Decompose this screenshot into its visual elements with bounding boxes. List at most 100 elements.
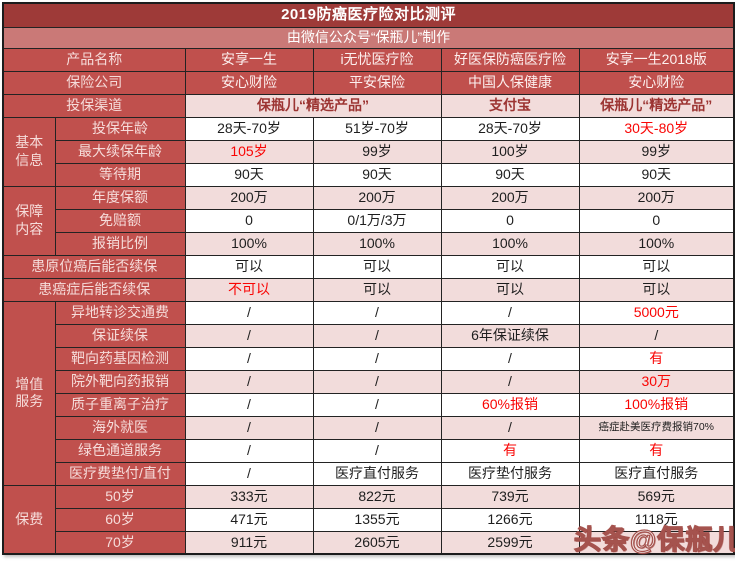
table-row: 报销比例 100% 100% 100% 100% (3, 231, 735, 256)
table-row: 患原位癌后能否续保 可以 可以 可以 可以 (2, 254, 735, 279)
value-cell: 99岁 (312, 139, 442, 164)
value-cell: / (184, 392, 314, 417)
row-label: 质子重离子治疗 (54, 392, 186, 417)
value-cell: 28天-70岁 (440, 116, 580, 141)
table-row: 保险公司 安心财险 平安保险 中国人保健康 安心财险 (2, 70, 735, 95)
value-cell: / (440, 415, 580, 440)
value-cell: / (184, 369, 314, 394)
value-cell: / (184, 415, 314, 440)
table-row: 保费 50岁 333元 822元 739元 569元 (2, 484, 735, 555)
value-cell: / (312, 392, 442, 417)
value-cell: 1355元 (312, 507, 442, 532)
value-cell: 100% (312, 231, 442, 256)
page-subtitle: 由微信公众号“保瓶儿”制作 (2, 26, 735, 49)
table-row: 保障内容 年度保额 200万 200万 200万 200万 (2, 185, 735, 256)
value-cell: 911元 (184, 530, 314, 555)
value-cell: 可以 (312, 254, 442, 279)
row-label-product-name: 产品名称 (2, 47, 186, 72)
value-cell: / (184, 323, 314, 348)
company-name: 平安保险 (312, 70, 442, 95)
value-cell-highlight: 60%报销 (440, 392, 580, 417)
product-name: i无忧医疗险 (312, 47, 442, 72)
value-cell: 0 (578, 208, 735, 233)
value-cell: / (184, 346, 314, 371)
value-cell: 200万 (578, 185, 735, 210)
table-row: 靶向药基因检测 / / / 有 (3, 346, 735, 371)
group-label-value-added-services: 增值服务 (2, 300, 56, 486)
table-row: 质子重离子治疗 / / 60%报销 100%报销 (3, 392, 735, 417)
row-label-company: 保险公司 (2, 70, 186, 95)
value-cell-highlight: 100%报销 (578, 392, 735, 417)
row-label: 年度保额 (54, 185, 186, 210)
table-row: 免赔额 0 0/1万/3万 0 0 (3, 208, 735, 233)
row-label: 报销比例 (54, 231, 186, 256)
value-cell: / (312, 323, 442, 348)
value-cell: / (312, 438, 442, 463)
value-cell: 2605元 (312, 530, 442, 555)
value-cell: / (184, 438, 314, 463)
value-cell: 100% (578, 231, 735, 256)
company-name: 中国人保健康 (440, 70, 580, 95)
row-label: 70岁 (54, 530, 186, 555)
value-cell: / (578, 323, 735, 348)
value-cell: 200万 (312, 185, 442, 210)
value-cell: 医疗垫付服务 (440, 461, 580, 486)
table-row: 由微信公众号“保瓶儿”制作 (2, 26, 735, 49)
value-cell: 569元 (578, 484, 735, 509)
value-cell: 1266元 (440, 507, 580, 532)
value-cell: / (184, 461, 314, 486)
table-row: 基本信息 投保年龄 28天-70岁 51岁-70岁 28天-70岁 30天-80… (2, 116, 735, 187)
table-row: 海外就医 / / / 癌症赴美医疗费报销70% (3, 415, 735, 440)
value-cell: 可以 (440, 277, 580, 302)
row-label: 保证续保 (54, 323, 186, 348)
value-cell: 可以 (578, 254, 735, 279)
value-cell-highlight: 5000元 (578, 300, 735, 325)
value-cell: / (440, 369, 580, 394)
value-cell: 可以 (184, 254, 314, 279)
value-cell: 739元 (440, 484, 580, 509)
value-cell: 333元 (184, 484, 314, 509)
value-cell-highlight: 30天-80岁 (578, 116, 735, 141)
value-cell: 医疗直付服务 (312, 461, 442, 486)
table-row: 投保渠道 保瓶儿“精选产品” 支付宝 保瓶儿“精选产品” (2, 93, 735, 118)
channel-value: 支付宝 (440, 93, 580, 118)
value-cell: / (440, 300, 580, 325)
table-row: 绿色通道服务 / / 有 有 (3, 438, 735, 463)
value-cell: 癌症赴美医疗费报销70% (578, 415, 735, 440)
product-name: 好医保防癌医疗险 (440, 47, 580, 72)
table-row: 70岁 911元 2605元 2599元 (3, 530, 735, 555)
product-name: 安享一生 (184, 47, 314, 72)
value-cell-highlight: 105岁 (184, 139, 314, 164)
channel-value: 保瓶儿“精选产品” (184, 93, 442, 118)
row-label-renew-after-cis: 患原位癌后能否续保 (2, 254, 186, 279)
value-cell: 200万 (440, 185, 580, 210)
value-cell: 医疗直付服务 (578, 461, 735, 486)
value-cell: / (312, 346, 442, 371)
value-cell: 0 (440, 208, 580, 233)
value-cell: / (440, 346, 580, 371)
value-cell: / (184, 300, 314, 325)
value-cell: 51岁-70岁 (312, 116, 442, 141)
company-name: 安心财险 (184, 70, 314, 95)
table-row: 院外靶向药报销 / / / 30万 (3, 369, 735, 394)
value-cell: 0 (184, 208, 314, 233)
value-cell: 100% (440, 231, 580, 256)
value-cell: 100% (184, 231, 314, 256)
insurance-comparison-table: 2019防癌医疗险对比测评 由微信公众号“保瓶儿”制作 产品名称 安享一生 i无… (2, 2, 735, 555)
value-cell: / (312, 300, 442, 325)
value-cell: 1118元 (578, 507, 735, 532)
value-cell-highlight: 有 (440, 438, 580, 463)
row-label: 等待期 (54, 162, 186, 187)
value-cell: / (312, 415, 442, 440)
value-cell: 可以 (440, 254, 580, 279)
table-row: 60岁 471元 1355元 1266元 1118元 (3, 507, 735, 532)
value-cell-obscured (578, 530, 735, 555)
row-label: 最大续保年龄 (54, 139, 186, 164)
value-cell: 6年保证续保 (440, 323, 580, 348)
row-label: 靶向药基因检测 (54, 346, 186, 371)
value-cell: 100岁 (440, 139, 580, 164)
row-label: 投保年龄 (54, 116, 186, 141)
value-cell: 2599元 (440, 530, 580, 555)
value-cell: 90天 (184, 162, 314, 187)
row-label: 免赔额 (54, 208, 186, 233)
